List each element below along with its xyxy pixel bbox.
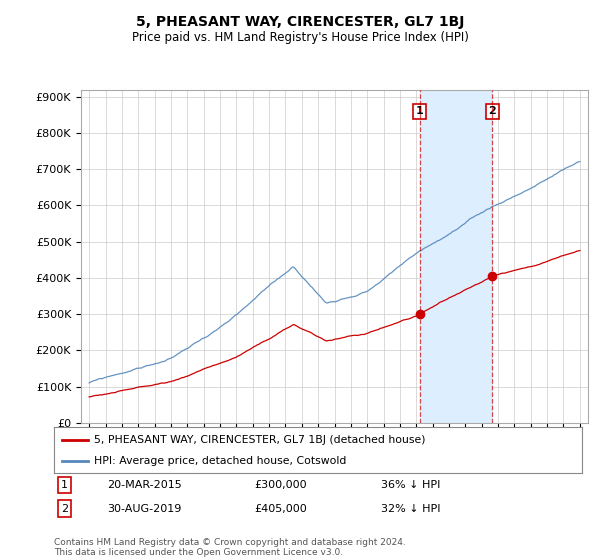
Text: HPI: Average price, detached house, Cotswold: HPI: Average price, detached house, Cots… [94, 456, 346, 466]
Text: 5, PHEASANT WAY, CIRENCESTER, GL7 1BJ (detached house): 5, PHEASANT WAY, CIRENCESTER, GL7 1BJ (d… [94, 435, 425, 445]
Text: 32% ↓ HPI: 32% ↓ HPI [382, 503, 441, 514]
Text: 1: 1 [416, 106, 424, 116]
Bar [420, 90, 493, 423]
Text: Price paid vs. HM Land Registry's House Price Index (HPI): Price paid vs. HM Land Registry's House … [131, 31, 469, 44]
Text: 2: 2 [488, 106, 496, 116]
Text: £405,000: £405,000 [254, 503, 307, 514]
Text: 5, PHEASANT WAY, CIRENCESTER, GL7 1BJ: 5, PHEASANT WAY, CIRENCESTER, GL7 1BJ [136, 15, 464, 29]
Text: 1: 1 [61, 480, 68, 490]
Text: 36% ↓ HPI: 36% ↓ HPI [382, 480, 441, 490]
Text: Contains HM Land Registry data © Crown copyright and database right 2024.
This d: Contains HM Land Registry data © Crown c… [54, 538, 406, 557]
Text: 30-AUG-2019: 30-AUG-2019 [107, 503, 181, 514]
Text: £300,000: £300,000 [254, 480, 307, 490]
Text: 20-MAR-2015: 20-MAR-2015 [107, 480, 182, 490]
Text: 2: 2 [61, 503, 68, 514]
